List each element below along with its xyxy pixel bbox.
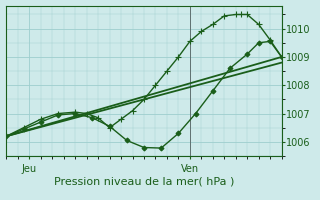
X-axis label: Pression niveau de la mer( hPa ): Pression niveau de la mer( hPa ) [54,176,234,186]
